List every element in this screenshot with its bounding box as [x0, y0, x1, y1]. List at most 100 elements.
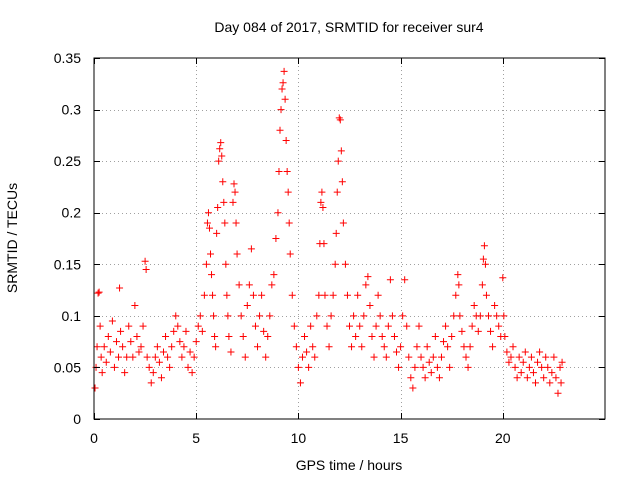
data-point — [123, 353, 131, 361]
data-point — [190, 353, 198, 361]
data-point — [272, 235, 280, 242]
data-point — [557, 379, 565, 387]
y-tick-label: 0 — [73, 411, 81, 427]
data-point — [277, 106, 285, 114]
data-point — [222, 260, 230, 268]
data-point — [386, 276, 394, 284]
data-point — [462, 353, 470, 361]
data-point — [405, 353, 413, 361]
data-point — [139, 322, 147, 330]
data-point — [266, 312, 274, 320]
data-point — [348, 343, 356, 351]
data-point — [133, 332, 141, 340]
data-point — [503, 348, 511, 356]
data-point — [147, 379, 155, 387]
data-point — [433, 363, 441, 371]
data-point — [164, 353, 172, 361]
data-point — [294, 363, 302, 371]
data-point — [368, 332, 376, 340]
data-point — [429, 353, 437, 361]
data-point — [241, 353, 249, 361]
data-point — [301, 332, 309, 340]
data-point — [546, 379, 554, 387]
data-point — [203, 219, 211, 227]
y-tick-label: 0.25 — [54, 153, 81, 169]
data-point — [149, 369, 157, 377]
data-point — [217, 139, 225, 147]
data-point — [135, 348, 143, 356]
data-point — [212, 343, 220, 351]
data-point — [505, 358, 513, 366]
data-point — [380, 343, 388, 351]
data-point — [544, 363, 552, 371]
data-point — [474, 327, 482, 335]
data-point — [393, 348, 401, 356]
data-point — [237, 312, 245, 320]
data-point — [309, 343, 317, 351]
data-point — [397, 343, 405, 351]
data-point — [116, 284, 124, 292]
data-point — [230, 180, 238, 188]
data-point — [419, 363, 427, 371]
data-point — [98, 369, 106, 377]
data-point — [323, 322, 331, 330]
data-point — [431, 332, 439, 340]
y-tick-label: 0.15 — [54, 256, 81, 272]
data-point — [409, 384, 417, 392]
data-point — [178, 353, 186, 361]
data-point — [162, 332, 170, 340]
data-point — [452, 291, 460, 299]
data-point — [180, 343, 188, 351]
data-point — [446, 363, 454, 371]
data-point — [142, 265, 150, 273]
data-point — [172, 312, 180, 320]
data-point — [464, 363, 472, 371]
data-point — [468, 322, 476, 330]
data-point — [112, 338, 120, 346]
data-point — [100, 343, 108, 351]
data-point — [94, 289, 102, 297]
data-point — [121, 369, 129, 377]
data-point — [141, 257, 149, 265]
data-point — [413, 343, 421, 351]
data-point — [401, 276, 409, 284]
data-point — [174, 322, 182, 330]
y-tick-label: 0.2 — [62, 205, 82, 221]
data-point — [182, 327, 190, 335]
data-point — [311, 353, 319, 361]
data-point — [427, 369, 435, 377]
data-point — [221, 219, 229, 227]
data-point — [97, 353, 105, 361]
data-point — [339, 219, 347, 227]
data-point — [507, 353, 515, 361]
data-point — [321, 291, 329, 299]
data-point — [204, 209, 212, 217]
data-point — [481, 260, 489, 268]
data-point — [529, 369, 537, 377]
data-point — [231, 188, 239, 196]
data-point — [210, 312, 218, 320]
data-point — [93, 343, 101, 351]
data-point — [536, 348, 544, 356]
data-point — [129, 353, 137, 361]
data-point — [110, 363, 118, 371]
data-point — [491, 302, 499, 310]
data-point — [552, 374, 560, 382]
data-point — [515, 353, 523, 361]
data-point — [366, 302, 374, 310]
y-tick-label: 0.1 — [62, 308, 82, 324]
data-point — [279, 79, 287, 87]
data-point — [218, 152, 226, 160]
data-point — [444, 343, 452, 351]
data-point — [224, 312, 232, 320]
data-point — [458, 327, 466, 335]
data-point — [421, 374, 429, 382]
data-point — [470, 302, 478, 310]
data-point — [523, 374, 531, 382]
data-point — [198, 327, 206, 335]
data-point — [108, 317, 116, 325]
data-point — [208, 271, 216, 279]
data-point — [276, 126, 284, 134]
data-point — [159, 348, 167, 356]
data-point — [495, 322, 503, 330]
